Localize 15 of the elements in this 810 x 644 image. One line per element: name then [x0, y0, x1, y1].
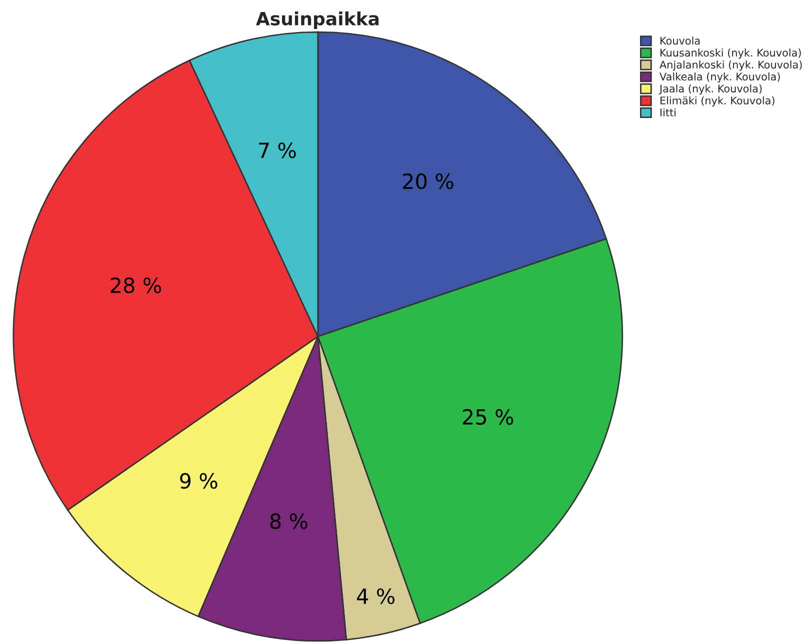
- data-label: 25 %: [462, 409, 514, 425]
- data-label: 9 %: [180, 473, 218, 489]
- data-label: 20 %: [402, 173, 454, 190]
- legend-label: Kouvola: [660, 36, 700, 45]
- legend-label: Valkeala (nyk. Kouvola): [660, 72, 780, 83]
- legend-label: Jaala (nyk. Kouvola): [658, 84, 762, 94]
- legend-label: Iitti: [660, 108, 676, 116]
- legend-label: Kuusankoski (nyk. Kouvola): [660, 48, 801, 59]
- data-label: 4 %: [356, 588, 394, 604]
- legend-label: Elimäki (nyk. Kouvola): [660, 96, 774, 106]
- data-label: 8 %: [270, 513, 308, 530]
- legend-label: Anjalankoski (nyk. Kouvola): [660, 60, 802, 71]
- chart-title: Asuinpaikka: [256, 12, 379, 29]
- data-label: 7 %: [259, 142, 296, 158]
- data-label: 28 %: [110, 277, 162, 294]
